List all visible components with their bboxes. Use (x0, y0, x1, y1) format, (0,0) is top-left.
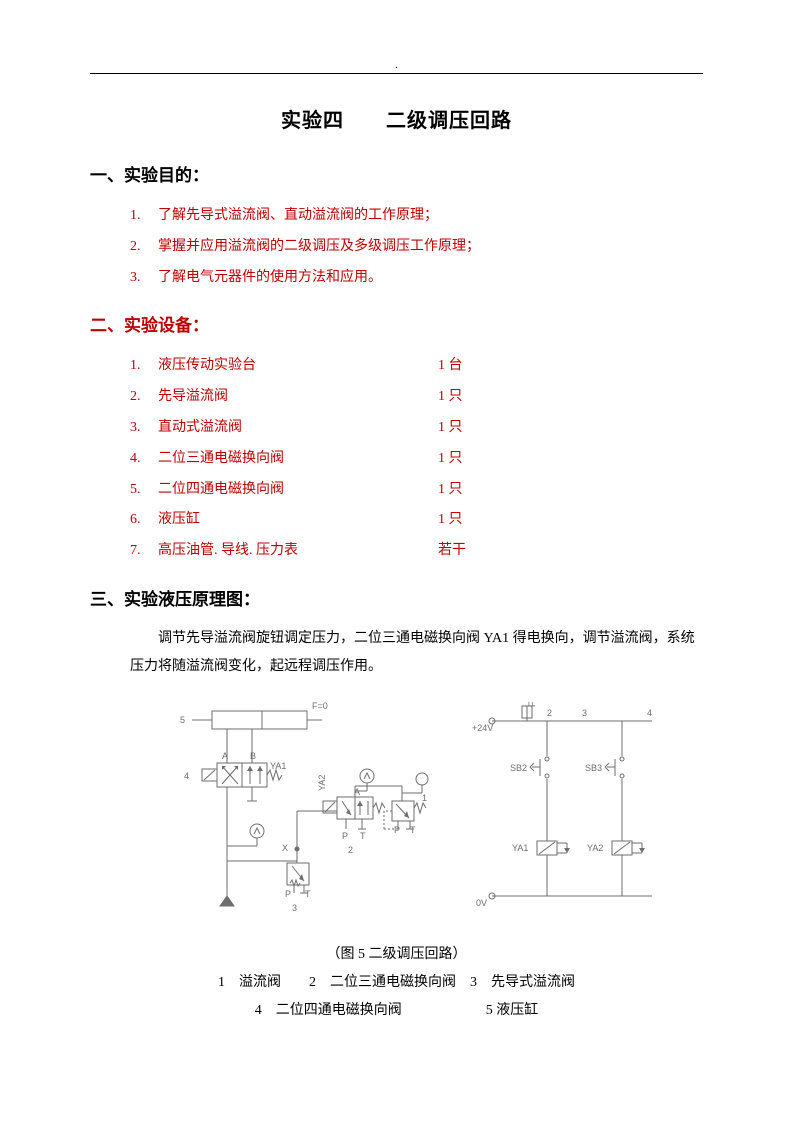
equip-item: 6. 液压缸 1 只 (130, 505, 703, 536)
label-YA1: YA1 (512, 843, 528, 853)
equip-qty: 若干 (438, 536, 466, 567)
equip-num: 7. (130, 536, 158, 567)
item-num: 1. (130, 201, 158, 232)
label-n3: 3 (582, 708, 587, 718)
diagram-area: 5 F=0 A B 4 (90, 701, 703, 921)
label-n2: 2 (547, 708, 552, 718)
equip-name: 二位四通电磁换向阀 (158, 475, 438, 506)
equip-num: 5. (130, 475, 158, 506)
item-text: 掌握并应用溢流阀的二级调压及多级调压工作原理； (158, 232, 703, 263)
document-title: 实验四 二级调压回路 (90, 104, 703, 133)
label-P2: P (342, 831, 348, 841)
item-text: 了解电气元器件的使用方法和应用。 (158, 263, 703, 294)
list-item: 1. 了解先导式溢流阀、直动溢流阀的工作原理； (130, 201, 703, 232)
equip-name: 液压传动实验台 (158, 351, 438, 382)
electrical-schematic: +24V FU3 2 3 4 SB2 YA1 (472, 701, 672, 921)
label-SB3: SB3 (585, 763, 602, 773)
section3-heading: 三、实验液压原理图： (90, 585, 703, 610)
label-3: 3 (292, 903, 297, 913)
equip-num: 6. (130, 505, 158, 536)
page-top-dot: . (90, 60, 703, 71)
label-YA2: YA2 (587, 843, 603, 853)
list-item: 2. 掌握并应用溢流阀的二级调压及多级调压工作原理； (130, 232, 703, 263)
section3-paragraph: 调节先导溢流阀旋钮调定压力，二位三通电磁换向阀 YA1 得电换向，调节溢流阀，系… (90, 625, 703, 681)
equip-item: 7. 高压油管. 导线. 压力表 若干 (130, 536, 703, 567)
equip-qty: 1 只 (438, 475, 463, 506)
equip-name: 二位三通电磁换向阀 (158, 444, 438, 475)
hydraulic-schematic: 5 F=0 A B 4 (162, 701, 442, 921)
equip-item: 5. 二位四通电磁换向阀 1 只 (130, 475, 703, 506)
equip-name: 先导溢流阀 (158, 382, 438, 413)
list-item: 3. 了解电气元器件的使用方法和应用。 (130, 263, 703, 294)
equip-qty: 1 只 (438, 505, 463, 536)
item-num: 2. (130, 232, 158, 263)
label-4: 4 (184, 771, 189, 781)
equip-qty: 1 只 (438, 382, 463, 413)
equip-item: 3. 直动式溢流阀 1 只 (130, 413, 703, 444)
label-T1: T (305, 889, 311, 899)
section2-heading: 二、实验设备： (90, 311, 703, 336)
label-P1: P (285, 889, 291, 899)
label-plus24: +24V (472, 723, 493, 733)
label-T3: T (410, 825, 416, 835)
figure-legend-2: 4 二位四通电磁换向阀 5 液压缸 (90, 997, 703, 1025)
label-YA1: YA1 (270, 761, 286, 771)
equip-item: 4. 二位三通电磁换向阀 1 只 (130, 444, 703, 475)
equip-name: 高压油管. 导线. 压力表 (158, 536, 438, 567)
figure-caption: （图 5 二级调压回路） (90, 941, 703, 969)
label-F: F=0 (312, 701, 328, 711)
section1-list: 1. 了解先导式溢流阀、直动溢流阀的工作原理； 2. 掌握并应用溢流阀的二级调压… (90, 201, 703, 293)
label-SB2: SB2 (510, 763, 527, 773)
label-2: 2 (348, 845, 353, 855)
item-text: 了解先导式溢流阀、直动溢流阀的工作原理； (158, 201, 703, 232)
figure-legend-1: 1 溢流阀 2 二位三通电磁换向阀 3 先导式溢流阀 (90, 969, 703, 997)
equip-num: 4. (130, 444, 158, 475)
equip-qty: 1 只 (438, 444, 463, 475)
section2-list: 1. 液压传动实验台 1 台 2. 先导溢流阀 1 只 3. 直动式溢流阀 1 … (90, 351, 703, 567)
page-top-rule (90, 73, 703, 74)
label-B: B (250, 751, 256, 761)
label-FU3: FU3 (527, 701, 537, 707)
label-T2: T (360, 831, 366, 841)
label-n4: 4 (647, 708, 652, 718)
equip-item: 2. 先导溢流阀 1 只 (130, 382, 703, 413)
equip-name: 直动式溢流阀 (158, 413, 438, 444)
equip-name: 液压缸 (158, 505, 438, 536)
label-YA2: YA2 (317, 775, 327, 791)
label-A: A (222, 751, 228, 761)
equip-item: 1. 液压传动实验台 1 台 (130, 351, 703, 382)
equip-num: 1. (130, 351, 158, 382)
equip-qty: 1 台 (438, 351, 463, 382)
label-X: X (282, 843, 288, 853)
label-zero: 0V (476, 898, 487, 908)
item-num: 3. (130, 263, 158, 294)
equip-num: 2. (130, 382, 158, 413)
label-P3: P (394, 825, 400, 835)
equip-num: 3. (130, 413, 158, 444)
section1-heading: 一、实验目的： (90, 161, 703, 186)
label-5: 5 (180, 715, 185, 725)
equip-qty: 1 只 (438, 413, 463, 444)
label-1: 1 (422, 793, 427, 803)
